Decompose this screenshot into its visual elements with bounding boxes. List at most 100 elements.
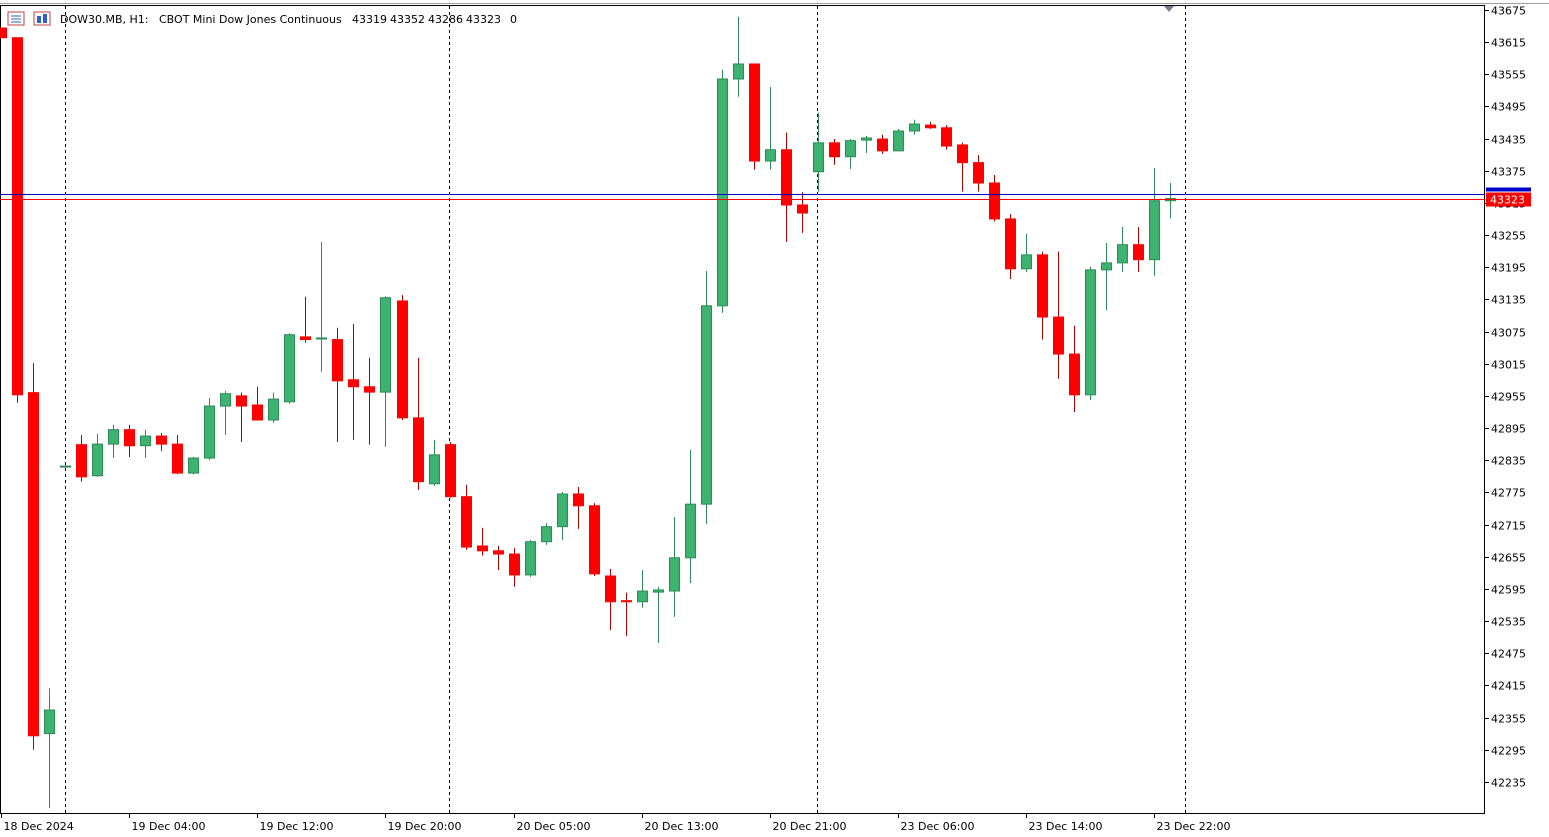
candle-body <box>252 404 263 421</box>
y-tick-label: 43135 <box>1491 294 1526 307</box>
candle-body <box>236 395 247 407</box>
candle-body <box>1133 244 1144 261</box>
x-tick-label: 18 Dec 2024 <box>4 820 74 833</box>
bid-label: 43323 <box>1490 194 1525 207</box>
candle-body <box>0 27 7 39</box>
close-value: 43323 <box>466 13 501 26</box>
icon-bar <box>43 14 47 23</box>
candle-body <box>60 465 71 468</box>
y-tick-label: 42715 <box>1491 520 1526 533</box>
y-tick-label: 42595 <box>1491 584 1526 597</box>
x-tick-label: 20 Dec 05:00 <box>517 820 591 833</box>
candle-body <box>1005 218 1016 270</box>
candle-body <box>813 142 824 173</box>
candle-body <box>541 526 552 543</box>
candle-body <box>861 137 872 141</box>
candle-body <box>653 589 664 593</box>
icon-chart[interactable] <box>33 11 51 26</box>
candle-body <box>477 545 488 552</box>
y-tick-label: 43255 <box>1491 230 1526 243</box>
candle-body <box>701 305 712 505</box>
candle-body <box>1037 254 1048 318</box>
candle-body <box>909 123 920 132</box>
candle-body <box>28 392 39 737</box>
candle-body <box>1021 254 1032 270</box>
candle-body <box>637 590 648 603</box>
candle-body <box>893 130 904 152</box>
y-tick-label: 43435 <box>1491 134 1526 147</box>
y-tick-label: 42475 <box>1491 648 1526 661</box>
y-tick-label: 42835 <box>1491 455 1526 468</box>
candle-body <box>957 144 968 164</box>
day-separators <box>65 6 1186 813</box>
candle-body <box>669 557 680 592</box>
x-tick-label: 19 Dec 20:00 <box>388 820 462 833</box>
y-tick-label: 43015 <box>1491 359 1526 372</box>
x-tick-label: 20 Dec 21:00 <box>773 820 847 833</box>
y-tick-label: 42655 <box>1491 552 1526 565</box>
candle-body <box>461 496 472 548</box>
ask-label-box <box>1486 187 1531 192</box>
y-tick-label: 43615 <box>1491 37 1526 50</box>
candle-body <box>332 339 343 382</box>
y-tick-label: 42895 <box>1491 423 1526 436</box>
y-tick-label: 43555 <box>1491 69 1526 82</box>
y-tick-label: 43075 <box>1491 327 1526 340</box>
candle-body <box>220 393 231 407</box>
candle-body <box>1069 353 1080 396</box>
candle-body <box>413 417 424 483</box>
candle-body <box>973 162 984 184</box>
candle-body <box>156 435 167 445</box>
candle-body <box>557 493 568 528</box>
candle-body <box>1085 269 1096 396</box>
candle-body <box>1117 244 1128 264</box>
candle-body <box>204 405 215 459</box>
plot <box>0 16 1176 809</box>
candle-body <box>316 337 327 340</box>
y-tick-label: 42775 <box>1491 487 1526 500</box>
candle-body <box>797 204 808 214</box>
y-tick-label: 42235 <box>1491 777 1526 790</box>
symbol: DOW30.MB, H1: <box>60 13 149 26</box>
spread-value: 0 <box>510 13 517 26</box>
candle-body <box>397 300 408 419</box>
candle-body <box>140 435 151 447</box>
candle-body <box>589 505 600 575</box>
x-tick-label: 23 Dec 14:00 <box>1029 820 1103 833</box>
candle-body <box>92 443 103 477</box>
candle-body <box>1053 316 1064 355</box>
candle-body <box>188 457 199 474</box>
candle-body <box>509 553 520 576</box>
candle-body <box>605 575 616 603</box>
candle-body <box>12 37 23 396</box>
y-tick-label: 43375 <box>1491 166 1526 179</box>
y-tick-label: 42415 <box>1491 680 1526 693</box>
x-tick-label: 19 Dec 12:00 <box>260 820 334 833</box>
shift-marker <box>1164 6 1174 12</box>
bid-label-box <box>1486 192 1531 207</box>
y-tick-label: 42355 <box>1491 713 1526 726</box>
candle-body <box>76 444 87 478</box>
low-value: 43286 <box>428 13 463 26</box>
candle-body <box>573 493 584 507</box>
candle-body <box>829 142 840 158</box>
candle-body <box>525 541 536 576</box>
high-value: 43352 <box>390 13 425 26</box>
y-tick-label: 43675 <box>1491 5 1526 18</box>
candle-body <box>1149 200 1160 261</box>
candle-body <box>268 398 279 421</box>
icon-bar <box>37 16 41 23</box>
x-tick-label: 20 Dec 13:00 <box>645 820 719 833</box>
plot-frame <box>0 5 1485 814</box>
candle-body <box>493 550 504 555</box>
candle-body <box>1101 262 1112 271</box>
candle-body <box>284 334 295 403</box>
candle-body <box>989 182 1000 220</box>
candle-body <box>765 149 776 162</box>
candle-body <box>877 138 888 152</box>
candle-body <box>44 709 55 735</box>
x-tick-label: 23 Dec 06:00 <box>901 820 975 833</box>
candle-body <box>300 336 311 341</box>
